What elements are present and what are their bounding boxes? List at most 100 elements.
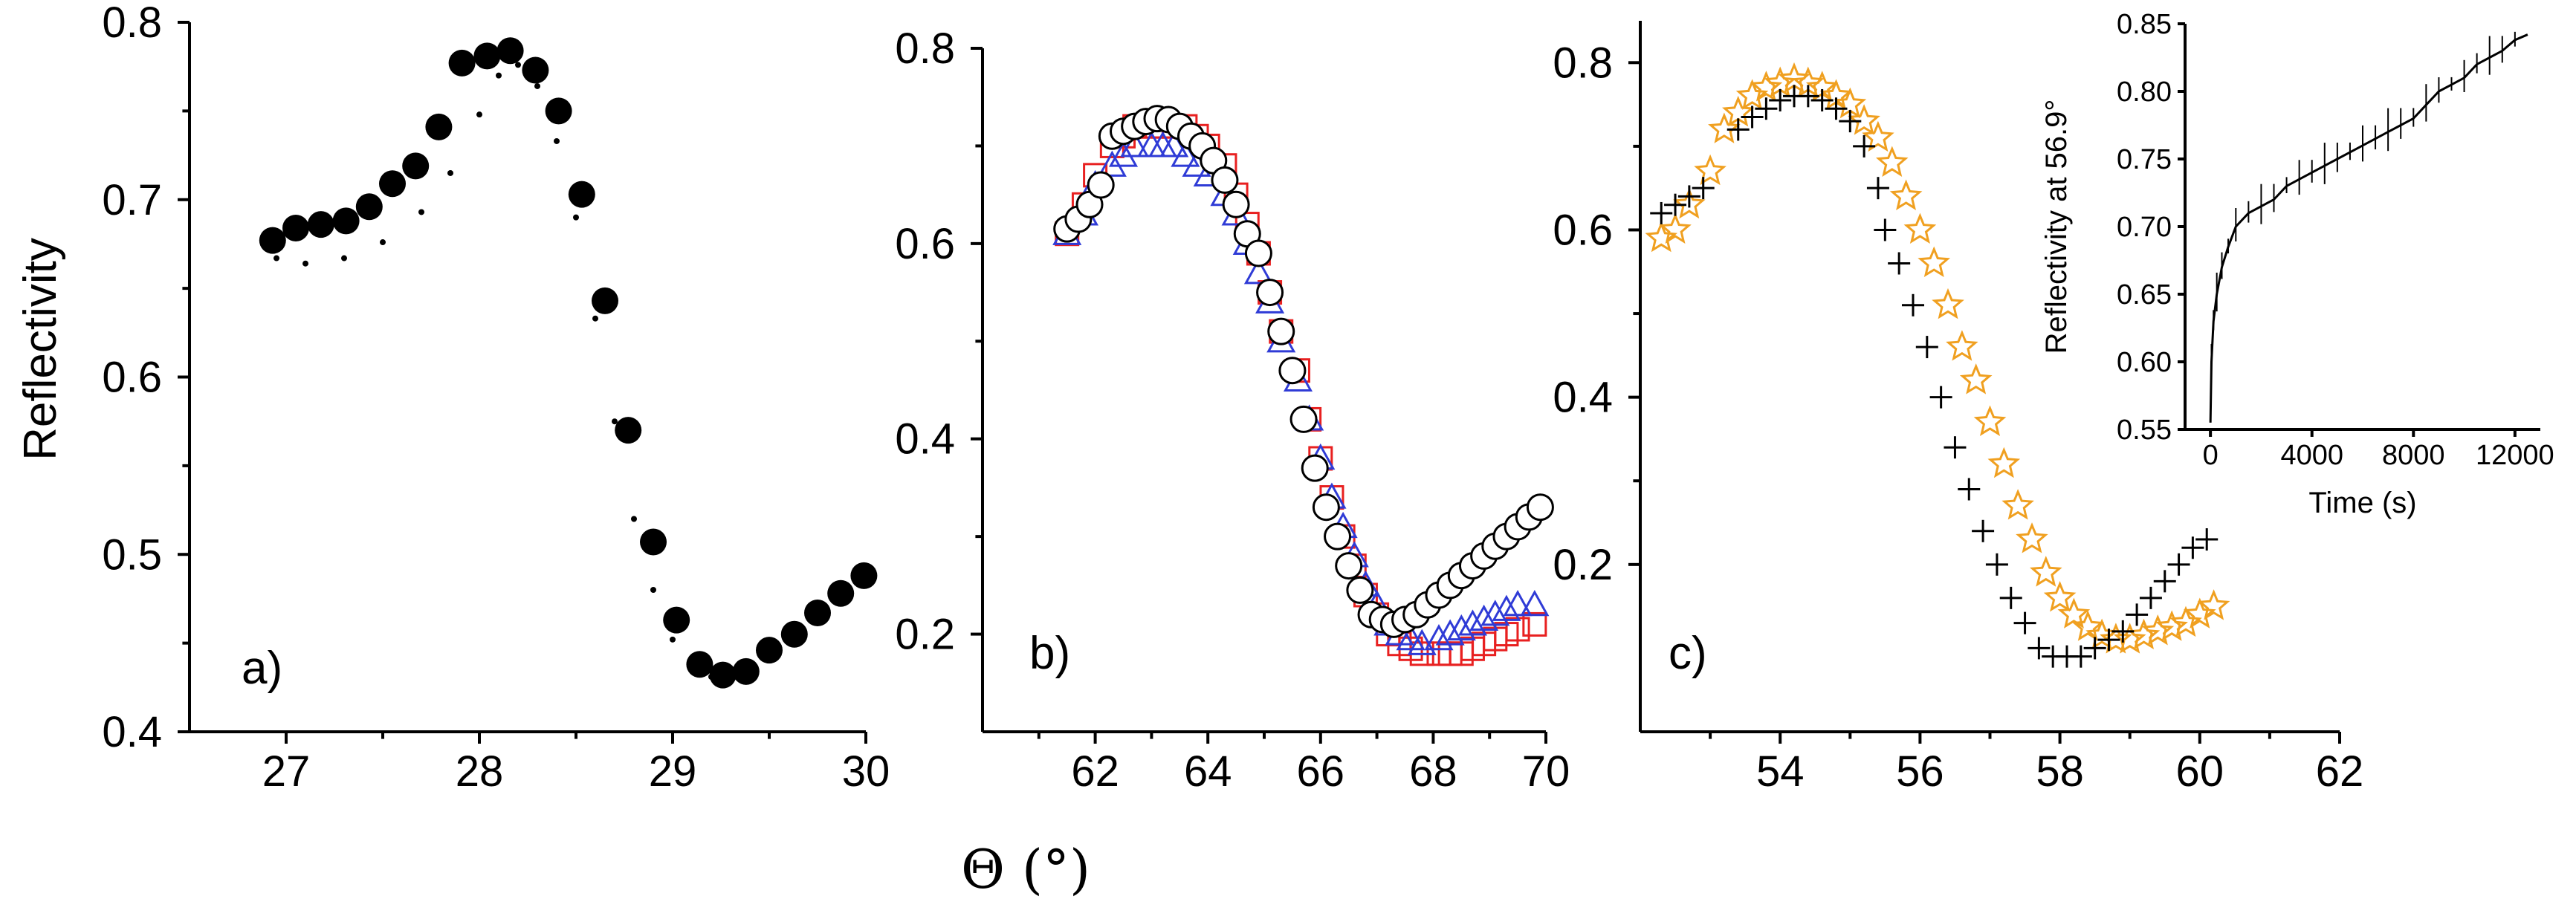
chart-c: 54 56 58 60 62 0.2 0.4 0.6 0.8 c) (1553, 21, 2363, 796)
x-axis-title: Θ (°) (961, 838, 1090, 900)
data-point-star (1659, 212, 1692, 244)
data-point-triangle (1396, 624, 1425, 651)
data-point (592, 287, 618, 314)
data-point (425, 113, 453, 140)
data-point-triangle (1520, 590, 1550, 617)
data-point-star (1932, 288, 1964, 319)
data-point-star (1946, 330, 1978, 361)
data-point-circle (1289, 405, 1318, 433)
data-point-triangle (1120, 131, 1150, 158)
y-tick-label: 0.6 (895, 220, 955, 268)
data-point (402, 152, 430, 180)
fit-dot (554, 137, 560, 144)
y-tick-label: 0.8 (102, 0, 162, 47)
inset-x-axis-title: Time (s) (2308, 487, 2416, 519)
data-point (780, 620, 808, 648)
data-point (568, 181, 595, 208)
data-point (732, 657, 760, 685)
data-point-triangle (1457, 609, 1488, 636)
y-tick-label: 0.2 (895, 611, 955, 659)
data-point-circle (1346, 576, 1374, 604)
series-circles (1053, 105, 1554, 638)
data-point (448, 49, 476, 77)
y-tick-label: 0.6 (102, 354, 162, 402)
x-tick-label: 54 (1756, 747, 1805, 796)
x-tick-label: 60 (2176, 747, 2224, 796)
fit-dot (274, 255, 279, 262)
data-point-circle (1278, 357, 1307, 385)
data-point-triangle (1097, 150, 1127, 177)
panel-label: c) (1669, 628, 1707, 679)
chart-b: 62 64 66 68 70 0.2 0.4 0.6 0.8 b) (895, 25, 1570, 796)
y-tick-label: 0.6 (1553, 206, 1613, 254)
y-tick-label: 0.55 (2117, 415, 2172, 446)
y-tick-label: 0.4 (102, 708, 162, 756)
x-tick-label: 56 (1896, 747, 1944, 796)
data-point-star (2071, 610, 2104, 641)
data-point-star (2169, 605, 2202, 637)
fit-dot (515, 62, 521, 68)
y-tick-label: 0.7 (102, 176, 162, 224)
data-point-star (1973, 405, 2007, 436)
fit-dot (341, 255, 347, 262)
data-point (850, 562, 878, 589)
fit-dot (573, 214, 579, 221)
fit-dot (534, 82, 540, 89)
data-point-circle (1267, 317, 1295, 345)
data-point (827, 579, 855, 607)
x-tick-label: 0 (2203, 440, 2219, 471)
y-tick-label: 0.4 (1553, 374, 1613, 422)
trace-line (2209, 33, 2528, 423)
x-tick-label: 12000 (2476, 440, 2554, 471)
data-point-triangle (1492, 594, 1521, 621)
data-point-triangle (1469, 604, 1499, 631)
data-point-circle (1324, 522, 1352, 551)
series-measured (259, 37, 878, 689)
fit-dot (689, 665, 695, 672)
y-tick-label: 0.8 (895, 25, 955, 73)
data-point-star (2043, 581, 2077, 612)
x-tick-label: 68 (1409, 747, 1457, 796)
data-point-star (1673, 187, 1706, 219)
fit-dot (447, 169, 453, 176)
x-tick-label: 27 (262, 747, 311, 796)
data-point (804, 600, 831, 627)
y-tick-label: 0.85 (2117, 9, 2172, 40)
x-tick-label: 62 (1071, 747, 1119, 796)
panel-label: b) (1029, 628, 1070, 679)
data-point-square (1522, 611, 1547, 637)
data-point (496, 37, 524, 65)
data-point (332, 207, 360, 235)
x-tick-label: 8000 (2382, 440, 2445, 471)
data-point (615, 417, 642, 444)
data-point (307, 211, 334, 238)
data-point-triangle (1243, 258, 1273, 285)
x-tick-label: 62 (2316, 747, 2364, 796)
data-point-star (2016, 522, 2048, 553)
y-tick-label: 0.70 (2117, 212, 2172, 243)
x-tick-label: 64 (1184, 747, 1232, 796)
fit-dot (670, 636, 676, 643)
data-point-triangle (1435, 619, 1465, 646)
data-point-triangle (1407, 629, 1437, 655)
x-tick-label: 58 (2036, 747, 2084, 796)
data-point-star (1750, 71, 1783, 102)
data-point (355, 193, 383, 221)
data-point-star (2183, 597, 2216, 629)
data-point-star (1918, 246, 1951, 278)
data-point-star (1959, 363, 1993, 394)
data-point-star (1889, 179, 1923, 210)
data-point (379, 170, 406, 198)
x-tick-label: 70 (1522, 747, 1570, 796)
data-point (709, 661, 737, 689)
fit-dot (708, 673, 714, 680)
y-tick-label: 0.60 (2117, 347, 2172, 378)
data-point-star (1708, 112, 1741, 143)
data-point-triangle (1446, 614, 1476, 641)
data-point (640, 528, 667, 556)
y-tick-label: 0.65 (2117, 279, 2172, 311)
panel-label: a) (242, 643, 282, 694)
y-tick-label: 0.4 (895, 415, 955, 464)
chart-c-inset: 0 4000 8000 12000 0.55 0.60 0.65 0.70 0.75 0.80 0.… (2040, 9, 2554, 519)
